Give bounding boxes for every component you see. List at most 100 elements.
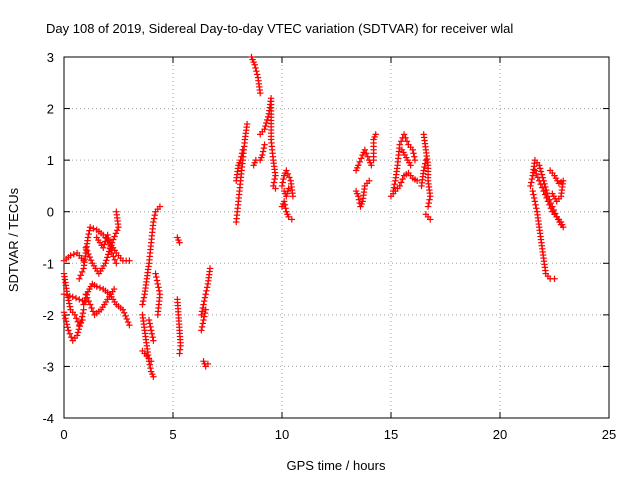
- data-point: [101, 241, 108, 248]
- data-point: [153, 277, 161, 284]
- data-point: [203, 287, 210, 294]
- data-point: [76, 296, 83, 303]
- x-tick-label: 20: [493, 427, 507, 442]
- data-point: [62, 315, 69, 322]
- data-point: [203, 284, 211, 291]
- data-point: [198, 323, 206, 331]
- data-point: [541, 191, 549, 198]
- data-point: [79, 309, 87, 317]
- data-point: [148, 358, 155, 365]
- data-point: [148, 330, 156, 337]
- data-point: [261, 126, 268, 133]
- data-point: [88, 304, 95, 312]
- data-point: [113, 208, 120, 215]
- data-point: [413, 177, 421, 184]
- data-point: [411, 153, 418, 160]
- data-point: [155, 284, 162, 291]
- data-point: [64, 291, 71, 298]
- data-point: [66, 303, 74, 310]
- data-point: [282, 205, 289, 212]
- data-point: [426, 196, 433, 203]
- data-point: [140, 294, 148, 301]
- data-point: [73, 315, 80, 322]
- data-point: [278, 182, 286, 190]
- data-point: [372, 131, 379, 138]
- data-point: [200, 301, 207, 308]
- x-tick-label: 0: [60, 427, 67, 442]
- data-point: [154, 311, 161, 319]
- data-point: [204, 360, 212, 368]
- data-point: [84, 294, 91, 301]
- data-point: [243, 120, 251, 128]
- data-point: [402, 134, 409, 141]
- data-point: [96, 284, 104, 291]
- data-point: [202, 306, 209, 313]
- data-point: [63, 321, 71, 328]
- data-point: [355, 162, 362, 169]
- data-point: [153, 273, 160, 281]
- data-point: [424, 203, 432, 210]
- data-point: [420, 167, 427, 174]
- data-point: [122, 312, 129, 320]
- data-point: [82, 291, 89, 298]
- data-point: [198, 327, 205, 334]
- data-point: [259, 148, 267, 155]
- data-point: [536, 162, 543, 169]
- data-point: [102, 260, 109, 267]
- data-point: [152, 270, 159, 277]
- data-point: [86, 301, 94, 308]
- data-point: [150, 218, 157, 226]
- data-point: [111, 256, 119, 264]
- data-point: [261, 141, 268, 148]
- data-point: [83, 247, 91, 255]
- data-point: [146, 361, 153, 368]
- data-point: [283, 167, 290, 174]
- data-point: [237, 156, 244, 164]
- data-point: [100, 244, 107, 252]
- data-point: [536, 165, 544, 172]
- data-point: [73, 332, 81, 339]
- data-point: [61, 312, 68, 319]
- data-point: [288, 216, 296, 223]
- data-point: [427, 216, 434, 223]
- data-point: [145, 316, 153, 324]
- data-point: [64, 294, 72, 301]
- data-point: [411, 156, 419, 164]
- axis-ticks: 0 5 10 15 20 25 -4 -3 -2 -1 0 1 2 3: [42, 50, 616, 442]
- data-point: [557, 221, 565, 228]
- data-point: [119, 306, 127, 313]
- data-point: [531, 198, 539, 205]
- data-point: [147, 364, 154, 372]
- data-point: [272, 172, 279, 179]
- y-tick-label: 2: [47, 102, 54, 117]
- data-point: [148, 327, 155, 334]
- data-point: [120, 309, 128, 316]
- data-point: [551, 275, 558, 282]
- data-point: [201, 313, 208, 320]
- data-point: [363, 150, 370, 157]
- data-point: [62, 318, 70, 325]
- data-point: [108, 249, 116, 257]
- data-point: [150, 215, 158, 222]
- data-point: [543, 194, 550, 202]
- data-point: [155, 287, 163, 294]
- data-point: [107, 243, 114, 251]
- data-point: [199, 320, 206, 327]
- data-point: [70, 251, 78, 258]
- data-point: [407, 162, 414, 169]
- y-tick-label: 1: [47, 153, 54, 168]
- data-point: [280, 175, 287, 183]
- data-point: [64, 324, 71, 331]
- data-point: [427, 193, 434, 200]
- data-point: [200, 316, 207, 324]
- data-point: [529, 187, 536, 195]
- data-point: [530, 194, 538, 202]
- data-point: [85, 250, 92, 258]
- data-point: [151, 211, 159, 219]
- x-tick-label: 5: [169, 427, 176, 442]
- data-point: [361, 146, 369, 154]
- data-point: [149, 334, 156, 341]
- data-point: [421, 163, 428, 171]
- data-point: [533, 170, 540, 178]
